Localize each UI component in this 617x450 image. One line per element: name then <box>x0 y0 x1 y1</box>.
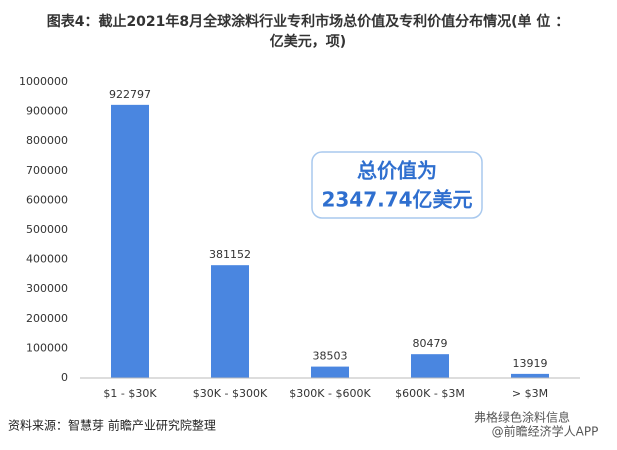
chart-title: 亿美元，项) <box>270 33 346 50</box>
data-label: 381152 <box>209 248 251 261</box>
watermark: @前瞻经济学人APP <box>492 424 599 439</box>
y-tick-label: 900000 <box>26 105 68 118</box>
y-tick-label: 400000 <box>26 253 68 266</box>
y-tick-label: 1000000 <box>19 75 68 88</box>
y-tick-label: 600000 <box>26 193 68 206</box>
x-tick-label: $30K - $300K <box>193 387 268 400</box>
data-label: 80479 <box>413 337 448 350</box>
bar <box>111 104 149 379</box>
y-tick-label: 100000 <box>26 341 68 354</box>
annotation-box <box>311 151 483 219</box>
x-tick-label: $1 - $30K <box>103 387 157 400</box>
data-label: 38503 <box>313 350 348 363</box>
y-tick-label: 800000 <box>26 134 68 147</box>
y-tick-label: 500000 <box>26 223 68 236</box>
y-tick-label: 200000 <box>26 312 68 325</box>
x-tick-label: $600K - $3M <box>395 387 465 400</box>
watermark: 弗格绿色涂料信息 <box>474 410 570 425</box>
x-tick-label: $300K - $600K <box>289 387 371 400</box>
annotation: 总价值为 <box>357 159 437 183</box>
annotation: 2347.74亿美元 <box>321 188 472 212</box>
bar <box>411 354 449 378</box>
x-tick-label: > $3M <box>512 387 548 400</box>
y-tick-label: 300000 <box>26 282 68 295</box>
bar <box>511 373 549 378</box>
chart-title: 图表4：截止2021年8月全球涂料行业专利市场总价值及专利价值分布情况(单 位 … <box>47 13 570 30</box>
source: 资料来源：智慧芽 前瞻产业研究院整理 <box>8 418 216 433</box>
y-tick-label: 0 <box>61 371 68 384</box>
bar <box>211 265 249 378</box>
y-tick-label: 700000 <box>26 164 68 177</box>
data-label: 13919 <box>513 357 548 370</box>
bar <box>311 366 349 378</box>
data-label: 922797 <box>109 88 151 101</box>
